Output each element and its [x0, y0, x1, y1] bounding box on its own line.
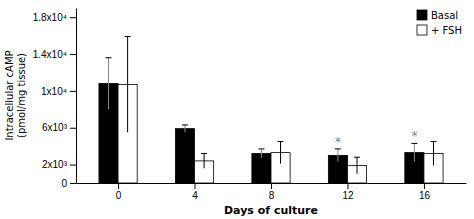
y-tick-label: 2x10³ [42, 159, 68, 170]
x-tick-mark [195, 183, 196, 189]
x-tick: 12 [342, 183, 354, 201]
bar-series [118, 37, 443, 183]
legend-swatch [417, 25, 427, 35]
x-tick-label: 8 [269, 190, 275, 201]
error-bar [258, 149, 264, 158]
error-bar-stem [184, 125, 185, 132]
error-bar [431, 142, 437, 166]
y-tick-mark [70, 183, 76, 184]
error-bar [201, 154, 207, 169]
y-axis-line [76, 9, 77, 184]
plot-area [99, 37, 443, 183]
legend-label: + FSH [431, 25, 462, 36]
error-bar-stem [357, 157, 358, 174]
error-bar-cap [125, 36, 131, 37]
x-tick: 16 [419, 183, 431, 201]
x-axis-title: Days of culture [224, 204, 318, 217]
y-tick: 1.4x10⁴ [33, 49, 76, 60]
error-bar-cap [201, 153, 207, 154]
error-bar [125, 37, 131, 133]
error-bar [335, 149, 341, 162]
error-bar-stem [108, 58, 109, 110]
y-axis: 0 2x10³ 6x10³ 1x10⁴ 1.4x10⁴ 1.8x10⁴ [33, 9, 77, 189]
x-tick-mark [271, 183, 272, 189]
bar-series [99, 58, 424, 183]
error-bar-stem [261, 149, 262, 158]
legend-item: Basal [417, 10, 458, 21]
chart: 0 2x10³ 6x10³ 1x10⁴ 1.4x10⁴ 1.8x10⁴ 0 4 8 12 16 Day… [0, 0, 474, 219]
legend: Basal + FSH [417, 10, 462, 36]
legend-label: Basal [431, 10, 458, 21]
error-bar-stem [337, 149, 338, 162]
error-bar-stem [433, 142, 434, 166]
y-tick: 2x10³ [42, 159, 76, 170]
error-bar-cap [278, 141, 284, 142]
error-bar-cap [354, 157, 360, 158]
annotation: * [335, 135, 341, 149]
error-bar-stem [414, 143, 415, 161]
bar [175, 129, 194, 183]
legend-swatch [417, 10, 427, 20]
y-tick-label: 1.4x10⁴ [33, 49, 67, 60]
y-tick-mark [70, 54, 76, 55]
error-bar-stem [127, 37, 128, 133]
y-axis-title: Intracellular cAMP(pmol/mg tissue) [4, 50, 27, 140]
y-tick-mark [70, 91, 76, 92]
y-tick: 6x10³ [42, 122, 76, 133]
x-tick-label: 16 [419, 190, 431, 201]
y-tick-label: 6x10³ [42, 122, 68, 133]
annotation: * [411, 129, 417, 143]
x-tick-label: 4 [192, 190, 198, 201]
legend-item: + FSH [417, 25, 462, 36]
y-tick-label: 1x10⁴ [41, 86, 67, 97]
error-bar [354, 157, 360, 174]
y-tick-mark [70, 128, 76, 129]
y-tick-label: 0 [61, 178, 67, 189]
y-tick-mark [70, 165, 76, 166]
x-tick-mark [118, 183, 119, 189]
error-bar-stem [280, 142, 281, 164]
x-tick-mark [347, 183, 348, 189]
x-tick-label: 12 [342, 190, 354, 201]
x-tick: 4 [192, 183, 198, 201]
y-tick-mark [70, 17, 76, 18]
error-bar-cap [182, 124, 188, 125]
x-axis: 0 4 8 12 16 [77, 183, 467, 201]
y-tick: 1x10⁴ [41, 86, 76, 97]
x-tick-label: 0 [116, 190, 122, 201]
error-bar-stem [204, 154, 205, 169]
error-bar [411, 143, 417, 161]
y-tick-label: 1.8x10⁴ [33, 12, 67, 23]
error-bar [278, 142, 284, 164]
x-tick: 8 [269, 183, 275, 201]
error-bar-cap [106, 57, 112, 58]
x-tick-mark [424, 183, 425, 189]
error-bar [182, 125, 188, 132]
error-bar-cap [258, 148, 264, 149]
y-tick: 1.8x10⁴ [33, 12, 76, 23]
error-bar [106, 58, 112, 110]
x-tick: 0 [116, 183, 122, 201]
error-bar-cap [431, 141, 437, 142]
y-tick: 0 [61, 178, 76, 189]
